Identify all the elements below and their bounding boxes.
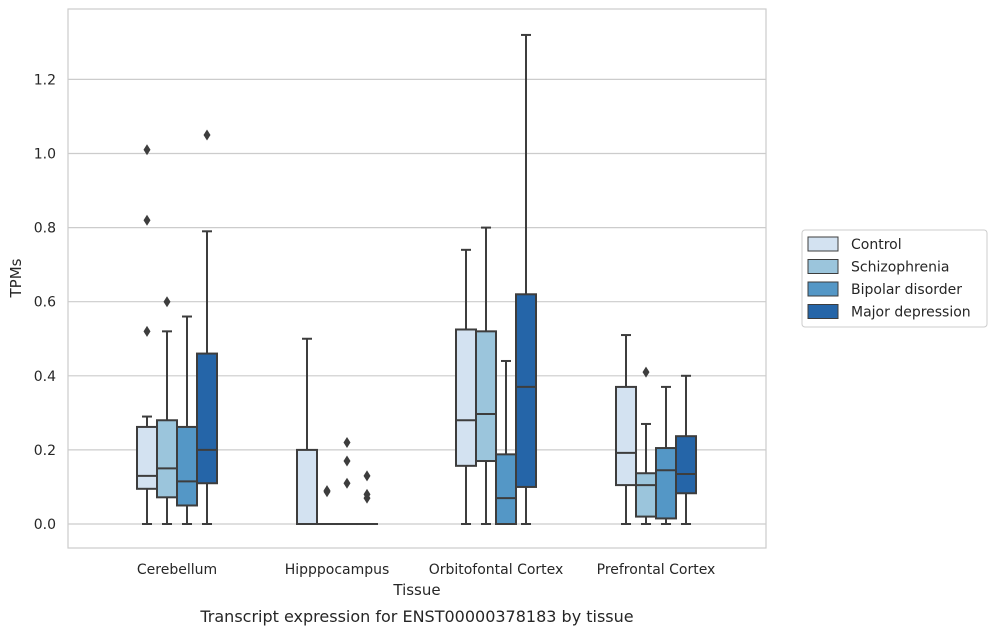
outlier-point (642, 366, 650, 378)
y-tick-labels: 0.0 0.2 0.4 0.6 0.8 1.0 1.2 (34, 72, 56, 533)
y-axis-title: TPMs (7, 258, 25, 298)
x-tick-label: Prefrontal Cortex (597, 562, 716, 578)
outlier-point (363, 470, 371, 482)
legend: Control Schizophrenia Bipolar disorder Majo… (801, 229, 988, 328)
box-body (495, 453, 517, 526)
legend-swatch (807, 281, 839, 297)
box-2-2 (495, 359, 517, 526)
box-body (635, 472, 657, 518)
box-2-0 (455, 248, 477, 525)
box-body (156, 419, 178, 499)
legend-label: Schizophrenia (851, 260, 949, 276)
y-tick-label: 0.2 (34, 443, 56, 459)
legend-swatch (807, 304, 839, 319)
legend-swatch (807, 236, 839, 252)
box-body (675, 435, 697, 495)
plot-frame (67, 8, 767, 549)
y-tick-label: 1.2 (34, 72, 56, 88)
x-axis-title: Tissue (392, 581, 440, 599)
box-3-3 (675, 374, 697, 525)
box-body (296, 448, 318, 525)
legend-label: Bipolar disorder (851, 282, 962, 298)
x-tick-label: Orbitofontal Cortex (429, 562, 564, 578)
box-2-3 (515, 33, 537, 525)
box-body (196, 352, 218, 485)
outlier-point (363, 488, 371, 500)
y-tick-label: 0.6 (34, 295, 56, 311)
x-tick-label: Hipppocampus (285, 562, 390, 578)
box-body (136, 425, 158, 490)
legend-frame (801, 229, 988, 328)
outlier-point (203, 129, 211, 141)
box-1-0 (296, 337, 318, 525)
y-tick-label: 1.0 (34, 147, 56, 163)
outlier-point (143, 144, 151, 156)
box-0-3 (196, 129, 218, 525)
y-tick-label: 0.0 (34, 517, 56, 533)
outlier-point (143, 214, 151, 226)
x-tick-label: Cerebellum (137, 562, 217, 578)
outlier-point (323, 485, 331, 497)
box-1-3 (356, 470, 378, 526)
box-1-1 (316, 485, 338, 526)
box-body (455, 328, 477, 467)
outlier-point (143, 325, 151, 337)
box-2-1 (475, 226, 497, 525)
legend-label: Major depression (851, 305, 971, 321)
boxes (136, 33, 697, 526)
outlier-point (343, 455, 351, 467)
chart-caption: Transcript expression for ENST0000037818… (199, 607, 633, 626)
box-body (176, 425, 198, 507)
y-tick-label: 0.4 (34, 369, 56, 385)
box-3-0 (615, 334, 637, 525)
x-tick-labels: Cerebellum Hipppocampus Orbitofontal Corte… (137, 562, 715, 578)
box-body (475, 330, 497, 463)
box-body (515, 293, 537, 488)
outlier-point (163, 296, 171, 308)
outlier-point (343, 477, 351, 489)
box-0-0 (136, 144, 158, 525)
legend-swatch (807, 259, 839, 274)
y-tick-label: 0.8 (34, 221, 56, 237)
outlier-point (343, 436, 351, 448)
box-body (655, 447, 677, 520)
legend-label: Control (851, 237, 902, 253)
box-body (615, 385, 637, 487)
